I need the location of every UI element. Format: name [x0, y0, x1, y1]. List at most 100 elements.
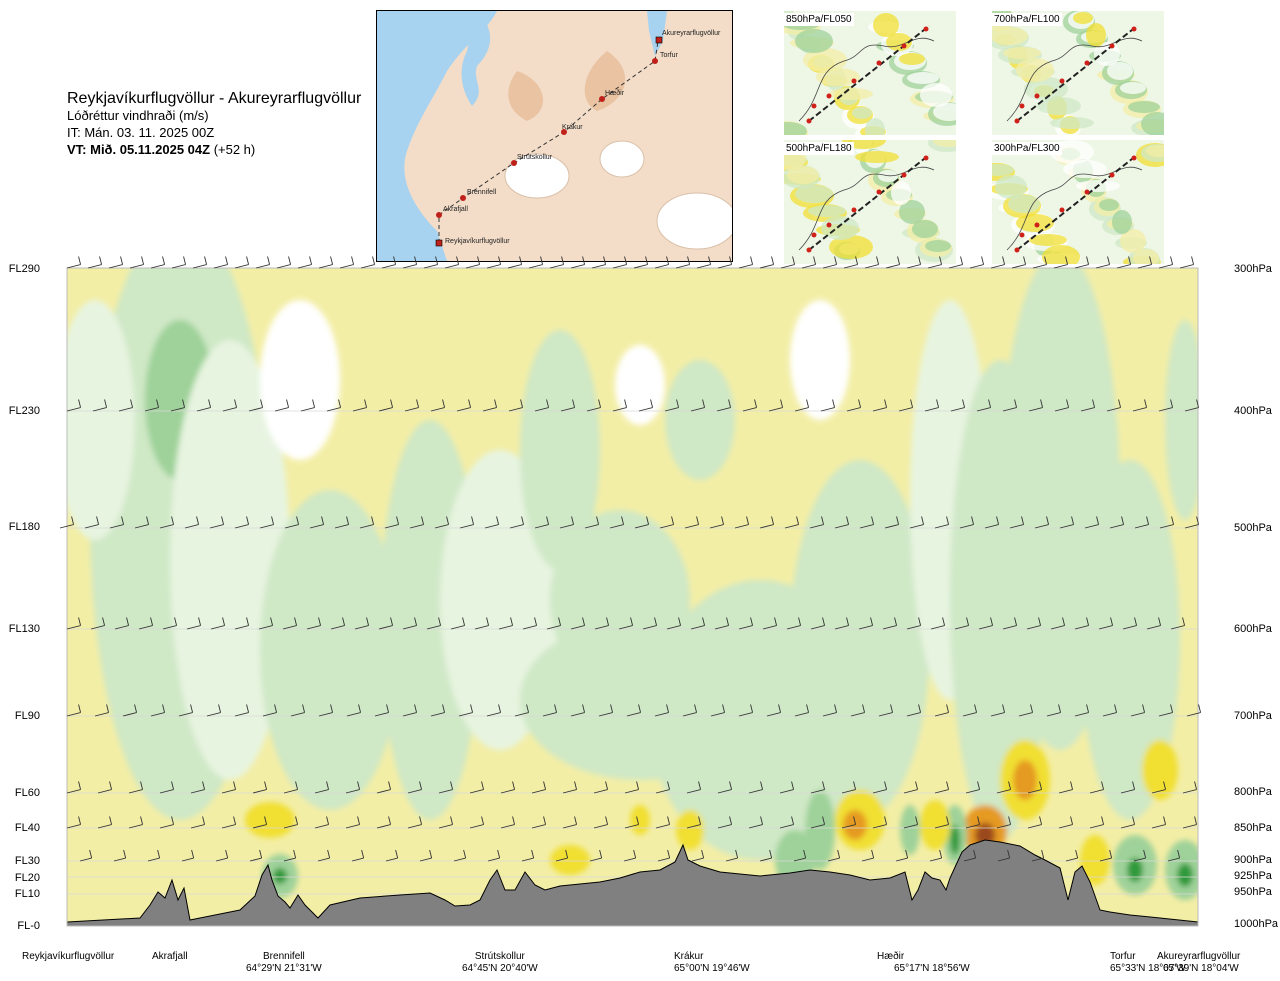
wind-barb-shaft	[66, 264, 81, 269]
wind-barb-feather	[1158, 617, 1162, 626]
wind-barb-shaft	[171, 264, 186, 269]
wind-barb-shaft	[430, 407, 445, 412]
wind-barb-feather	[1023, 256, 1027, 265]
wind-barb-feather	[182, 399, 186, 408]
mini-map-route-point	[811, 103, 817, 109]
wind-barb-shaft	[306, 625, 321, 630]
mini-map-field-patch	[1086, 23, 1106, 47]
wind-barb-feather	[806, 704, 810, 713]
wind-barb-shaft	[654, 712, 669, 717]
wind-barb-shaft	[748, 789, 763, 794]
vertical-wind-field	[67, 268, 1198, 900]
wind-barb-shaft	[159, 524, 174, 529]
wind-barb-shaft	[1182, 824, 1197, 829]
wind-barb-feather	[271, 516, 275, 525]
wind-barb-feather	[565, 849, 569, 859]
wind-barb-shaft	[221, 824, 236, 829]
mini-map-route-point	[923, 155, 929, 161]
mini-map-field-patch	[899, 200, 925, 224]
wind-barb-feather	[327, 849, 331, 859]
mini-map-700-label: 700hPa/FL100	[992, 13, 1062, 26]
wind-barb-feather	[388, 816, 392, 825]
wind-barb-feather	[104, 399, 108, 408]
wind-barb-shaft	[990, 264, 1005, 269]
wind-barb-feather	[510, 617, 514, 626]
wind-barb-shaft	[843, 264, 858, 269]
wind-barb-shaft	[159, 824, 174, 829]
mini-map-850-svg	[784, 11, 956, 135]
mini-map-field-patch	[1120, 229, 1146, 253]
wind-barb-feather	[546, 516, 550, 525]
wind-barb-shaft	[190, 789, 205, 794]
wind-barb-feather	[120, 256, 124, 265]
map-point-reykjavik	[435, 239, 443, 247]
wind-barb-feather	[1177, 849, 1181, 859]
wind-barb-shaft	[66, 625, 81, 630]
wind-barb-feather	[939, 256, 943, 265]
wind-barb-feather	[286, 399, 290, 408]
wind-barb-feather	[918, 617, 922, 626]
wind-barb-shaft	[444, 264, 459, 269]
wind-barb-shaft	[906, 625, 921, 630]
wind-barb-feather	[1101, 781, 1105, 790]
field-patch	[615, 345, 665, 425]
wind-barb-feather	[371, 516, 375, 525]
wind-barb-feather	[123, 849, 127, 859]
map-point-strutskollur	[511, 160, 517, 166]
wind-barb-feather	[871, 516, 875, 525]
wind-barb-feather	[1040, 399, 1044, 408]
wind-barb-shaft	[562, 789, 577, 794]
field-patch	[170, 340, 290, 780]
mini-map-500: 500hPa/FL180	[784, 140, 956, 264]
wind-barb-feather	[1071, 516, 1075, 525]
waypoint-coord: 64°29'N 21°31'W	[246, 963, 322, 974]
wind-barb-feather	[645, 256, 649, 265]
mini-map-route-point	[1034, 93, 1040, 99]
wind-barb-shaft	[486, 264, 501, 269]
wind-barb-shaft	[794, 407, 809, 412]
wind-barb-feather	[894, 617, 898, 626]
wind-barb-shaft	[884, 524, 899, 529]
wind-barb-shaft	[903, 824, 918, 829]
wind-barb-shaft	[487, 857, 500, 862]
wind-barb-feather	[646, 516, 650, 525]
wind-barb-feather	[702, 399, 706, 408]
wind-barb-shaft	[290, 712, 305, 717]
wind-barb-feather	[721, 516, 725, 525]
waypoint-coord: 64°45'N 20°40'W	[462, 963, 538, 974]
wind-barb-feather	[610, 704, 614, 713]
wind-barb-feather	[419, 781, 423, 790]
wind-barb-shaft	[318, 712, 333, 717]
wind-barb-shaft	[716, 407, 731, 412]
wind-barb-shaft	[633, 264, 648, 269]
wind-barb-shaft	[934, 824, 949, 829]
field-patch	[260, 300, 340, 460]
variable-subtitle: Lóðréttur vindhraði (m/s)	[67, 108, 209, 123]
wind-barb-feather	[521, 516, 525, 525]
wind-barb-shaft	[213, 264, 228, 269]
wind-barb-shaft	[1011, 264, 1026, 269]
valid-time-bold: VT: Mið. 05.11.2025 04Z	[67, 142, 211, 157]
mini-map-route-point	[1019, 232, 1025, 238]
wind-barb-feather	[372, 256, 376, 265]
wind-barb-feather	[946, 781, 950, 790]
wind-barb-shaft	[612, 264, 627, 269]
wind-barb-shaft	[66, 407, 81, 412]
wind-barb-feather	[208, 399, 212, 408]
mini-map-field-patch	[1128, 101, 1160, 113]
wind-barb-feather	[698, 816, 702, 825]
mini-map-field-patch	[829, 235, 873, 259]
fl-label-fl20: FL20	[14, 872, 40, 884]
wind-barb-feather	[218, 704, 222, 713]
wind-barb-shaft	[624, 789, 639, 794]
wind-barb-feather	[791, 781, 795, 790]
wind-barb-shaft	[898, 407, 913, 412]
wind-barb-shaft	[1032, 264, 1047, 269]
mini-map-route-point	[1084, 60, 1090, 66]
p-label-900: 900hPa	[1234, 854, 1272, 866]
wind-barb-feather	[1109, 849, 1113, 859]
wind-barb-shaft	[717, 789, 732, 794]
wind-barb-shaft	[846, 407, 861, 412]
waypoint-name: Krákur	[674, 951, 704, 962]
route-map-svg: Akureyrarflugvöllur Torfur Hæðir Krákur …	[377, 11, 732, 261]
